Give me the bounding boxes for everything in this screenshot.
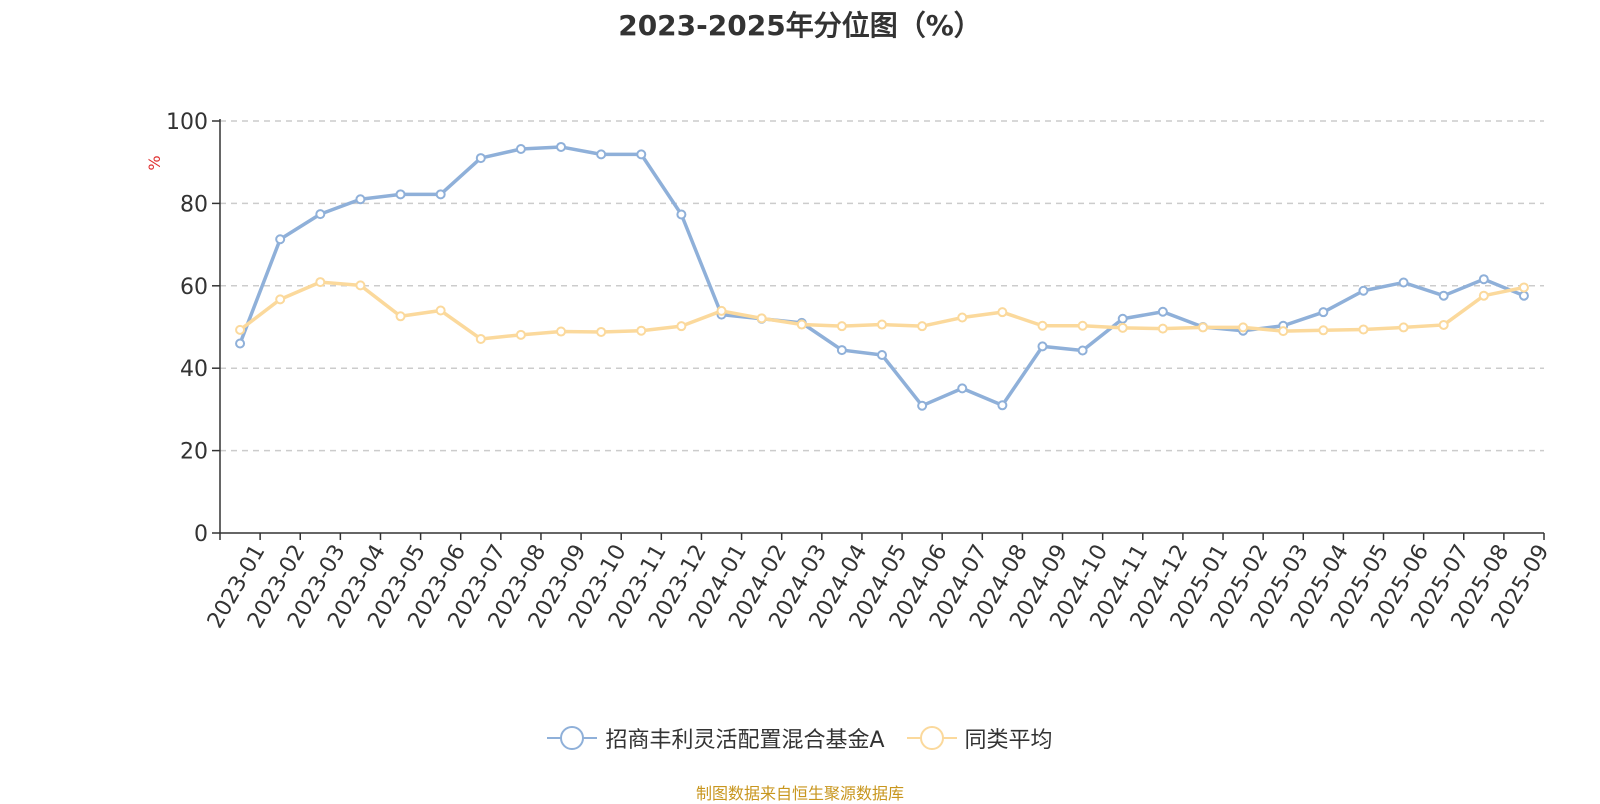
data-point — [1518, 282, 1529, 293]
data-point — [515, 144, 526, 155]
x-tick-labels: 2023-012023-022023-032023-042023-052023-… — [203, 540, 1554, 632]
data-point — [596, 149, 607, 160]
data-point — [435, 305, 446, 316]
y-axis-title: % — [145, 155, 164, 170]
data-source-note: 制图数据来自恒生聚源数据库 — [695, 784, 904, 803]
data-point — [1197, 322, 1208, 333]
data-point — [1518, 290, 1529, 301]
legend-item[interactable]: 同类平均 — [906, 722, 1053, 754]
data-point — [716, 305, 727, 316]
y-tick-label: 80 — [180, 192, 208, 217]
data-point — [275, 294, 286, 305]
series-line — [238, 145, 1525, 408]
series-line — [239, 280, 1525, 341]
data-point — [556, 326, 567, 337]
data-point — [636, 325, 647, 336]
data-point — [435, 189, 446, 200]
data-point — [1157, 323, 1168, 334]
data-point — [475, 153, 486, 164]
data-point — [315, 209, 326, 220]
legend-item[interactable]: 招商丰利灵活配置混合基金A — [547, 722, 885, 754]
data-point — [235, 324, 246, 335]
data-point — [1238, 322, 1249, 333]
axis-layer — [212, 119, 1545, 540]
legend: 招商丰利灵活配置混合基金A 同类平均 — [0, 722, 1600, 754]
y-tick-labels: 0 20 40 60 80 100 — [166, 110, 208, 547]
series-1 — [235, 277, 1529, 344]
data-point — [756, 313, 767, 324]
data-point — [676, 321, 687, 332]
data-point — [796, 319, 807, 330]
data-point — [957, 312, 968, 323]
data-point — [1398, 277, 1409, 288]
data-point — [1037, 341, 1048, 352]
data-point — [1278, 326, 1289, 337]
data-point — [475, 333, 486, 344]
legend-label: 招商丰利灵活配置混合基金A — [605, 728, 885, 753]
data-point — [636, 149, 647, 160]
data-point — [556, 141, 567, 152]
series-0 — [235, 141, 1529, 411]
chart-title: 2023-2025年分位图（%） — [618, 9, 982, 42]
data-point — [315, 277, 326, 288]
data-point — [1157, 306, 1168, 317]
data-point — [275, 234, 286, 245]
data-point — [395, 189, 406, 200]
legend-label: 同类平均 — [964, 728, 1053, 753]
data-point — [1117, 322, 1128, 333]
data-point — [1077, 320, 1088, 331]
data-point — [1478, 290, 1489, 301]
legend-marker-icon — [547, 726, 598, 750]
data-point — [917, 400, 928, 411]
data-point — [355, 194, 366, 205]
data-point — [877, 350, 887, 361]
data-point — [1398, 322, 1409, 333]
data-point — [1358, 324, 1369, 335]
data-point — [1438, 319, 1449, 330]
data-point — [1318, 325, 1329, 336]
data-point — [596, 326, 607, 337]
data-point — [1077, 345, 1088, 356]
data-point — [515, 329, 526, 340]
y-tick-label: 100 — [166, 110, 208, 135]
data-point — [1037, 320, 1048, 331]
data-point — [1318, 307, 1329, 318]
data-point — [917, 321, 928, 332]
grid-layer — [220, 120, 1544, 452]
data-point — [957, 383, 968, 394]
data-point — [1478, 274, 1489, 285]
y-tick-label: 20 — [180, 440, 208, 465]
data-point — [1358, 285, 1369, 296]
data-point — [1438, 290, 1449, 301]
y-tick-label: 60 — [180, 275, 208, 300]
data-point — [235, 338, 246, 349]
data-point — [1117, 313, 1128, 324]
data-point — [395, 311, 406, 322]
y-tick-label: 40 — [180, 357, 208, 382]
legend-marker-icon — [906, 726, 957, 750]
data-point — [676, 209, 687, 220]
data-point — [877, 319, 887, 330]
data-point — [997, 400, 1008, 411]
data-point — [355, 280, 366, 291]
data-point — [836, 345, 847, 356]
data-point — [836, 321, 847, 332]
y-tick-label: 0 — [194, 522, 208, 547]
series-layer — [235, 141, 1529, 411]
data-point — [997, 307, 1008, 318]
